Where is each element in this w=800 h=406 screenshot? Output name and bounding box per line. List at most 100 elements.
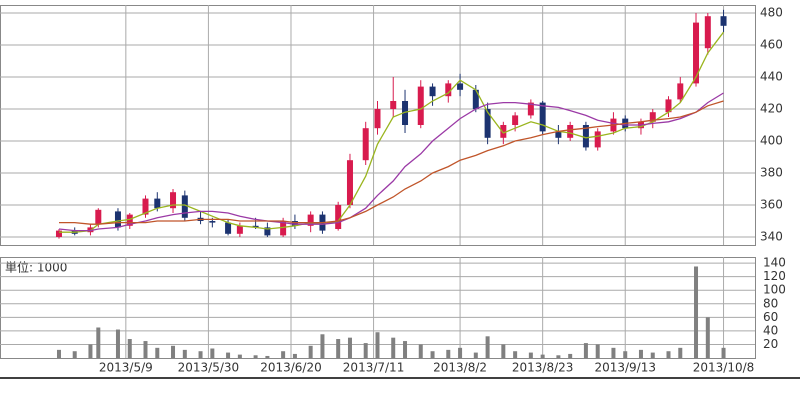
candle-body [649, 112, 656, 122]
candle-body [181, 195, 188, 218]
candle-body [484, 109, 491, 138]
candle-body [126, 214, 133, 226]
volume-bar [485, 336, 490, 358]
x-tick-label: 2013/8/23 [512, 361, 574, 375]
volume-bar [705, 317, 710, 358]
y-tick-label: 360 [760, 198, 783, 212]
volume-bar [198, 351, 203, 358]
candle-body [582, 125, 589, 148]
candle-body [665, 99, 672, 113]
volume-bar [226, 352, 231, 358]
y-tick-label: 460 [760, 38, 783, 52]
volume-bar [638, 349, 643, 358]
volume-bar [595, 344, 600, 358]
volume-bar [320, 334, 325, 358]
candle-body [55, 230, 62, 237]
x-tick-label: 2013/6/20 [260, 361, 322, 375]
candle-body [704, 16, 711, 49]
candle-body [555, 131, 562, 138]
candle-body [567, 125, 574, 138]
volume-bar [347, 337, 352, 358]
volume-bar [143, 341, 148, 358]
price-frame [0, 5, 756, 246]
y-tick-label: 440 [760, 70, 783, 84]
y-tick-label: 380 [760, 166, 783, 180]
volume-bar [281, 351, 286, 358]
candle-body [677, 83, 684, 100]
candle-body [280, 221, 287, 236]
volume-tick-label: 100 [763, 283, 786, 297]
y-tick-label: 480 [760, 6, 783, 20]
volume-bar [292, 353, 297, 358]
volume-bar [72, 351, 77, 358]
candle-body [170, 192, 177, 209]
y-tick-label: 400 [760, 134, 783, 148]
candle-body [264, 227, 271, 236]
volume-bar [308, 345, 313, 358]
candle-body [457, 83, 464, 90]
x-tick-label: 2013/8/2 [433, 361, 487, 375]
volume-bar [253, 355, 258, 358]
candle-body [154, 198, 161, 209]
volume-tick-label: 60 [763, 310, 778, 324]
candle-body [390, 101, 397, 109]
volume-bar [182, 349, 187, 358]
volume-tick-label: 20 [763, 337, 778, 351]
candle-body [95, 209, 102, 225]
volume-bar [391, 337, 396, 358]
candle-body [236, 225, 243, 234]
candle-body [445, 83, 452, 97]
x-tick-label: 2013/5/9 [99, 361, 153, 375]
volume-tick-label: 140 [763, 256, 786, 270]
volume-bar [458, 347, 463, 358]
candle-body [291, 221, 298, 226]
volume-bar [501, 344, 506, 358]
candle-body [362, 128, 369, 161]
volume-bar [540, 354, 545, 358]
volume-tick-label: 40 [763, 323, 778, 337]
volume-bar [650, 352, 655, 358]
volume-bar [430, 351, 435, 358]
moving-average [59, 100, 724, 225]
volume-bar [418, 344, 423, 358]
volume-bar [568, 353, 573, 358]
volume-bar [171, 345, 176, 358]
candle-body [346, 160, 353, 205]
volume-bar [155, 347, 160, 358]
candle-body [693, 22, 700, 84]
volume-unit: 単位: 1000 [5, 260, 67, 275]
volume-bar [666, 351, 671, 358]
candle-body [472, 89, 479, 109]
candle-body [374, 109, 381, 129]
volume-bar [127, 339, 132, 358]
volume-bar [583, 343, 588, 358]
candle-body [402, 101, 409, 125]
volume-bar [265, 355, 270, 358]
x-tick-label: 2013/7/11 [343, 361, 405, 375]
volume-bar [210, 348, 215, 358]
candle-body [142, 198, 149, 215]
candle-body [527, 102, 534, 116]
y-tick-label: 340 [760, 230, 783, 244]
y-tick-label: 420 [760, 102, 783, 116]
volume-bar [528, 352, 533, 358]
candle-body [417, 86, 424, 125]
volume-bar [473, 352, 478, 358]
volume-bar [556, 355, 561, 358]
x-tick-label: 2013/5/30 [178, 361, 240, 375]
volume-bar [88, 344, 93, 358]
candle-body [594, 131, 601, 148]
x-tick-label: 2013/10/8 [693, 361, 755, 375]
volume-bar [513, 351, 518, 358]
volume-tick-label: 120 [763, 269, 786, 283]
volume-bar [56, 349, 61, 358]
candle-body [307, 214, 314, 226]
candle-body [225, 222, 232, 234]
volume-bar [446, 349, 451, 358]
volume-bar [721, 347, 726, 358]
volume-bar [403, 341, 408, 358]
candle-body [209, 221, 216, 223]
volume-bar [623, 351, 628, 358]
volume-bar [678, 347, 683, 358]
